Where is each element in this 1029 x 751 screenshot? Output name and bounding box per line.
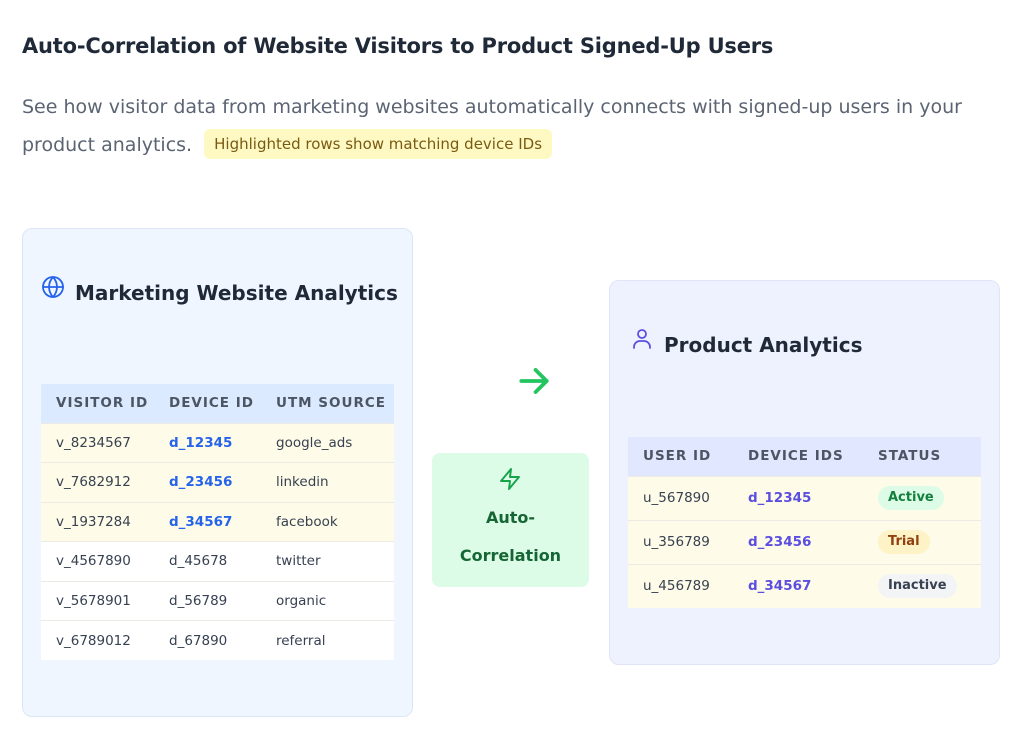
arrow-right-icon <box>519 368 549 394</box>
marketing-panel-header: Marketing Website Analytics <box>41 276 398 305</box>
highlight-note-badge: Highlighted rows show matching device ID… <box>204 129 553 159</box>
device-id-cell: d_56789 <box>154 580 261 621</box>
utm-source-cell: twitter <box>261 541 394 581</box>
marketing-panel-title: Marketing Website Analytics <box>75 281 398 305</box>
table-row: u_356789 d_23456 Trial <box>628 519 981 564</box>
device-id-cell: d_23456 <box>154 462 261 502</box>
device-id-text: d_67890 <box>169 632 228 649</box>
visitor-id-cell: v_8234567 <box>41 422 154 463</box>
column-header-device-id: DEVICE ID <box>154 384 261 423</box>
device-ids-cell: d_23456 <box>733 519 863 564</box>
device-id-text: d_56789 <box>169 592 228 609</box>
product-panel-header: Product Analytics <box>630 329 863 357</box>
device-id-cell: d_12345 <box>154 422 261 463</box>
auto-correlation-label: Auto- Correlation <box>432 499 589 575</box>
visitor-id-cell: v_4567890 <box>41 541 154 581</box>
product-users-table: USER ID DEVICE IDS STATUS u_567890 d_123… <box>628 437 981 608</box>
table-row: v_7682912 d_23456 linkedin <box>41 462 394 502</box>
visitor-id-cell: v_6789012 <box>41 620 154 660</box>
table-row: v_1937284 d_34567 facebook <box>41 501 394 542</box>
user-id-cell: u_356789 <box>628 519 733 564</box>
user-id-cell: u_567890 <box>628 475 733 520</box>
visitor-id-cell: v_7682912 <box>41 462 154 502</box>
table-header-row: VISITOR ID DEVICE ID UTM SOURCE <box>41 384 394 423</box>
device-id-link[interactable]: d_23456 <box>748 534 812 550</box>
device-id-text: d_45678 <box>169 553 228 570</box>
page-title: Auto-Correlation of Website Visitors to … <box>22 34 774 58</box>
utm-source-cell: google_ads <box>261 422 394 463</box>
device-id-link[interactable]: d_23456 <box>169 474 233 491</box>
status-cell: Active <box>863 475 981 520</box>
table-row: u_567890 d_12345 Active <box>628 475 981 520</box>
status-badge: Trial <box>878 530 930 554</box>
user-id-cell: u_456789 <box>628 563 733 608</box>
status-cell: Inactive <box>863 563 981 608</box>
marketing-visitors-table: VISITOR ID DEVICE ID UTM SOURCE v_823456… <box>41 384 394 660</box>
table-row: v_5678901 d_56789 organic <box>41 580 394 621</box>
status-cell: Trial <box>863 519 981 564</box>
utm-source-cell: linkedin <box>261 462 394 502</box>
table-row: u_456789 d_34567 Inactive <box>628 563 981 608</box>
device-ids-cell: d_12345 <box>733 475 863 520</box>
device-id-link[interactable]: d_34567 <box>169 513 233 530</box>
globe-icon <box>42 276 64 298</box>
table-row: v_4567890 d_45678 twitter <box>41 541 394 581</box>
device-id-link[interactable]: d_12345 <box>169 434 233 451</box>
status-badge: Active <box>878 486 944 510</box>
user-icon <box>633 329 651 349</box>
auto-correlation-label-line2: Correlation <box>459 546 562 565</box>
auto-correlation-box: Auto- Correlation <box>432 453 589 587</box>
page-description: See how visitor data from marketing webs… <box>22 88 982 164</box>
marketing-analytics-panel: Marketing Website Analytics VISITOR ID D… <box>22 228 413 717</box>
table-row: v_8234567 d_12345 google_ads <box>41 422 394 463</box>
column-header-utm-source: UTM SOURCE <box>261 384 394 423</box>
auto-correlation-label-line1: Auto- <box>485 508 536 527</box>
status-badge: Inactive <box>878 574 957 599</box>
device-id-link[interactable]: d_12345 <box>748 490 812 506</box>
column-header-device-ids: DEVICE IDS <box>733 437 863 476</box>
utm-source-cell: facebook <box>261 501 394 542</box>
column-header-status: STATUS <box>863 437 981 476</box>
device-ids-cell: d_34567 <box>733 563 863 608</box>
visitor-id-cell: v_5678901 <box>41 580 154 621</box>
description-text: See how visitor data from marketing webs… <box>22 96 962 156</box>
product-panel-title: Product Analytics <box>664 333 863 357</box>
product-analytics-panel: Product Analytics USER ID DEVICE IDS STA… <box>609 280 1000 665</box>
device-id-cell: d_45678 <box>154 541 261 581</box>
utm-source-cell: organic <box>261 580 394 621</box>
column-header-user-id: USER ID <box>628 437 733 476</box>
device-id-cell: d_34567 <box>154 501 261 542</box>
column-header-visitor-id: VISITOR ID <box>41 384 154 423</box>
utm-source-cell: referral <box>261 620 394 660</box>
visitor-id-cell: v_1937284 <box>41 501 154 542</box>
device-id-link[interactable]: d_34567 <box>748 578 812 595</box>
table-header-row: USER ID DEVICE IDS STATUS <box>628 437 981 476</box>
lightning-bolt-icon <box>500 468 520 490</box>
table-row: v_6789012 d_67890 referral <box>41 620 394 660</box>
device-id-cell: d_67890 <box>154 620 261 660</box>
